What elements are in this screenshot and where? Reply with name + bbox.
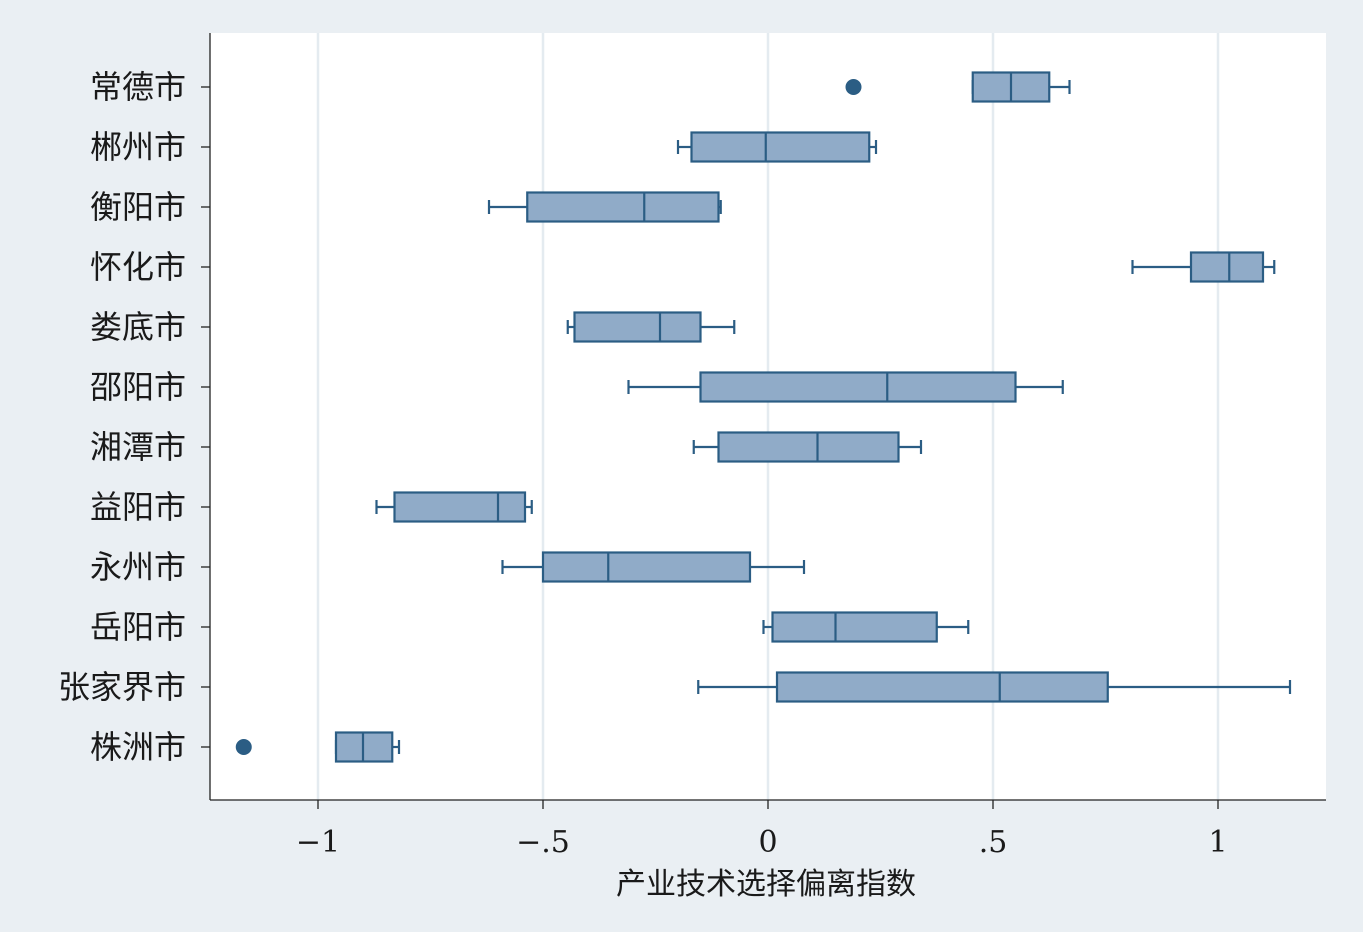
iqr-box (541, 551, 752, 583)
x-axis-ticks: −1 −.5 0 .5 1 (296, 800, 1228, 860)
iqr-box (771, 611, 938, 643)
box-株洲市 (235, 731, 401, 763)
outlier-point (845, 79, 862, 95)
box-娄底市 (566, 311, 736, 343)
x-tick-label: .5 (979, 825, 1008, 860)
box-岳阳市 (762, 611, 970, 643)
box-张家界市 (697, 671, 1292, 703)
category-label: 常德市 (90, 68, 186, 106)
category-label: 益阳市 (90, 488, 186, 526)
category-label: 岳阳市 (90, 608, 186, 646)
box-湘潭市 (692, 431, 923, 463)
iqr-box (573, 311, 702, 343)
category-label: 郴州市 (90, 128, 186, 166)
category-label: 湘潭市 (90, 428, 186, 466)
outlier-point (235, 739, 252, 755)
x-tick-label: 1 (1208, 825, 1227, 860)
iqr-box (1189, 251, 1265, 283)
box-衡阳市 (487, 191, 722, 223)
box-郴州市 (676, 131, 878, 163)
category-label: 邵阳市 (90, 368, 186, 406)
x-tick-label: −1 (296, 825, 340, 860)
iqr-box (334, 731, 394, 763)
iqr-box (717, 431, 900, 463)
box-邵阳市 (627, 371, 1064, 403)
category-label: 衡阳市 (90, 188, 186, 226)
category-label: 张家界市 (58, 668, 186, 706)
x-axis-title: 产业技术选择偏离指数 (616, 867, 916, 902)
category-label: 娄底市 (90, 308, 186, 346)
box-永州市 (501, 551, 806, 583)
iqr-box (690, 131, 871, 163)
category-label: 株洲市 (90, 728, 186, 766)
box-怀化市 (1131, 251, 1276, 283)
iqr-box (526, 191, 720, 223)
iqr-box (775, 671, 1109, 703)
boxes (235, 71, 1292, 763)
box-常德市 (845, 71, 1071, 103)
box-益阳市 (375, 491, 533, 523)
category-label: 怀化市 (90, 248, 186, 286)
x-tick-label: −.5 (516, 825, 570, 860)
iqr-box (699, 371, 1017, 403)
x-tick-label: 0 (758, 825, 777, 860)
category-label: 永州市 (90, 548, 186, 586)
iqr-box (393, 491, 527, 523)
